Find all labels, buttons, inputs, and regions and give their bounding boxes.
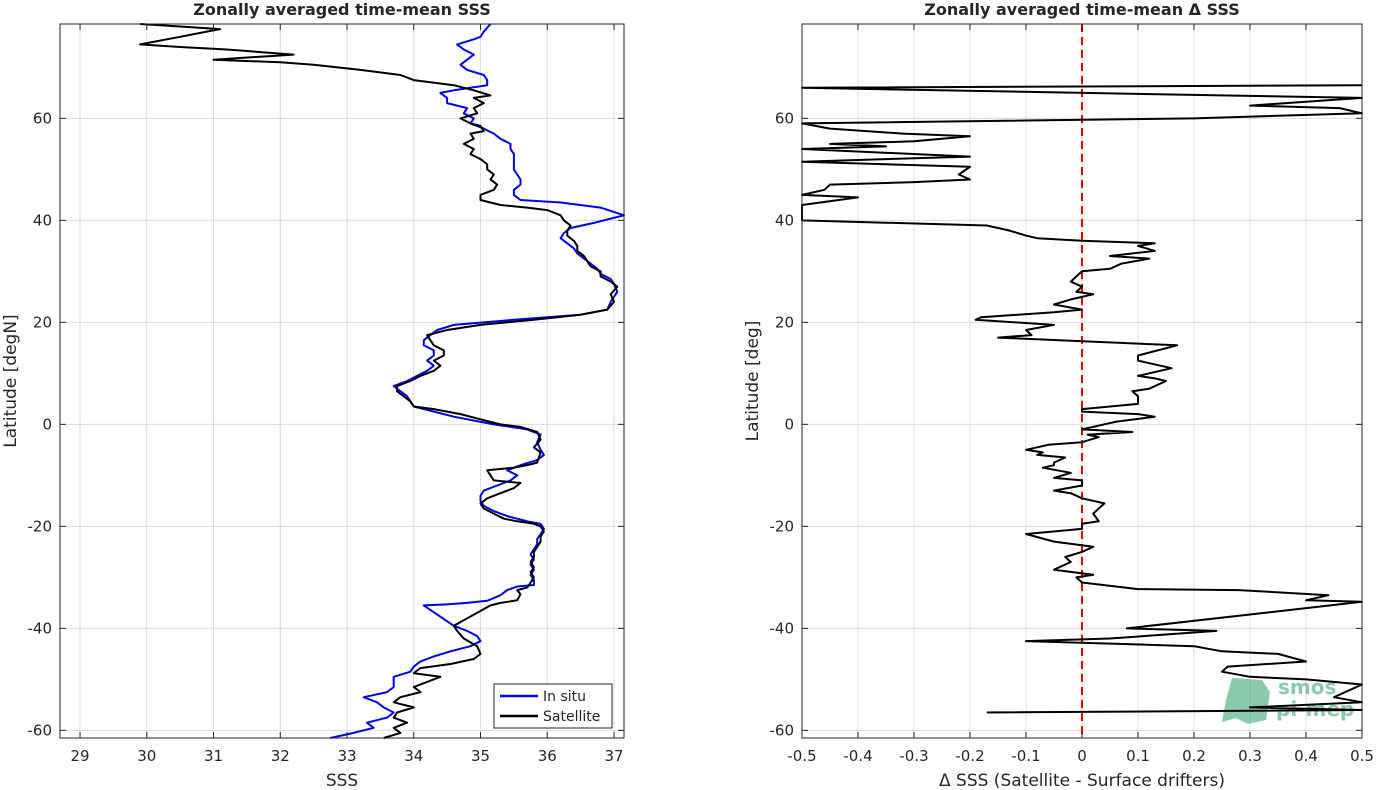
sss-panel: Zonally averaged time-mean SSS 29 30 31 32 3… bbox=[1, 0, 625, 790]
y-tick-label: 0 bbox=[42, 415, 52, 433]
y-tick-label: 60 bbox=[775, 109, 794, 127]
sss-axes-box bbox=[59, 23, 625, 739]
x-tick-label: 36 bbox=[538, 747, 557, 765]
sss-legend: In situ Satellite bbox=[493, 683, 613, 729]
x-tick-label: 31 bbox=[204, 747, 223, 765]
logo-mark-icon bbox=[1222, 678, 1270, 724]
x-tick-label: -0.1 bbox=[1011, 747, 1040, 765]
delta-sss-panel: Zonally averaged time-mean Δ SSS smos pi… bbox=[743, 0, 1374, 790]
sss-ticks: 29 30 31 32 33 34 35 36 37 -60 -40 -20 0 20 40 60 bbox=[28, 24, 624, 765]
x-tick-label: 34 bbox=[404, 747, 423, 765]
x-tick-label: 32 bbox=[271, 747, 290, 765]
x-tick-label: 0.5 bbox=[1350, 747, 1374, 765]
x-tick-label: -0.4 bbox=[843, 747, 872, 765]
x-tick-label: 33 bbox=[337, 747, 356, 765]
delta-sss-y-axis-label: Latitude [deg] bbox=[743, 321, 763, 442]
y-tick-label: -60 bbox=[770, 721, 795, 739]
satellite-line bbox=[139, 23, 619, 739]
x-tick-label: -0.2 bbox=[955, 747, 984, 765]
delta-sss-series-lines bbox=[801, 84, 1363, 714]
x-tick-label: -0.5 bbox=[787, 747, 816, 765]
delta-sss-line bbox=[801, 84, 1363, 714]
x-tick-label: 0.3 bbox=[1238, 747, 1262, 765]
sss-series-lines bbox=[139, 23, 625, 739]
x-tick-label: 0.2 bbox=[1182, 747, 1206, 765]
x-tick-label: 0 bbox=[1077, 747, 1087, 765]
x-tick-label: 30 bbox=[137, 747, 156, 765]
legend-box bbox=[493, 683, 613, 729]
x-tick-label: 37 bbox=[604, 747, 623, 765]
sss-chart-title: Zonally averaged time-mean SSS bbox=[193, 0, 491, 19]
y-tick-label: -20 bbox=[770, 517, 795, 535]
y-tick-label: -40 bbox=[28, 619, 53, 637]
legend-in-situ-label: In situ bbox=[543, 689, 586, 705]
y-tick-label: -20 bbox=[28, 517, 53, 535]
y-tick-label: -60 bbox=[28, 721, 53, 739]
y-tick-label: 20 bbox=[33, 313, 52, 331]
y-tick-label: 40 bbox=[775, 211, 794, 229]
delta-sss-chart-title: Zonally averaged time-mean Δ SSS bbox=[924, 0, 1240, 19]
in-situ-line bbox=[330, 23, 625, 739]
sss-grid bbox=[60, 24, 624, 738]
x-tick-label: 0.4 bbox=[1294, 747, 1318, 765]
x-tick-label: -0.3 bbox=[899, 747, 928, 765]
y-tick-label: 20 bbox=[775, 313, 794, 331]
legend-satellite-label: Satellite bbox=[543, 709, 600, 725]
y-tick-label: 0 bbox=[784, 415, 794, 433]
delta-sss-x-axis-label: Δ SSS (Satellite - Surface drifters) bbox=[939, 771, 1225, 790]
sss-x-axis-label: SSS bbox=[326, 771, 358, 790]
delta-sss-ticks: -0.5 -0.4 -0.3 -0.2 -0.1 0 0.1 0.2 0.3 0.4 0.5 -60 -… bbox=[770, 24, 1374, 765]
x-tick-label: 29 bbox=[70, 747, 89, 765]
y-tick-label: -40 bbox=[770, 619, 795, 637]
y-tick-label: 40 bbox=[33, 211, 52, 229]
x-tick-label: 0.1 bbox=[1126, 747, 1150, 765]
x-tick-label: 35 bbox=[471, 747, 490, 765]
sss-y-axis-label: Latitude [degN] bbox=[1, 314, 21, 447]
y-tick-label: 60 bbox=[33, 109, 52, 127]
